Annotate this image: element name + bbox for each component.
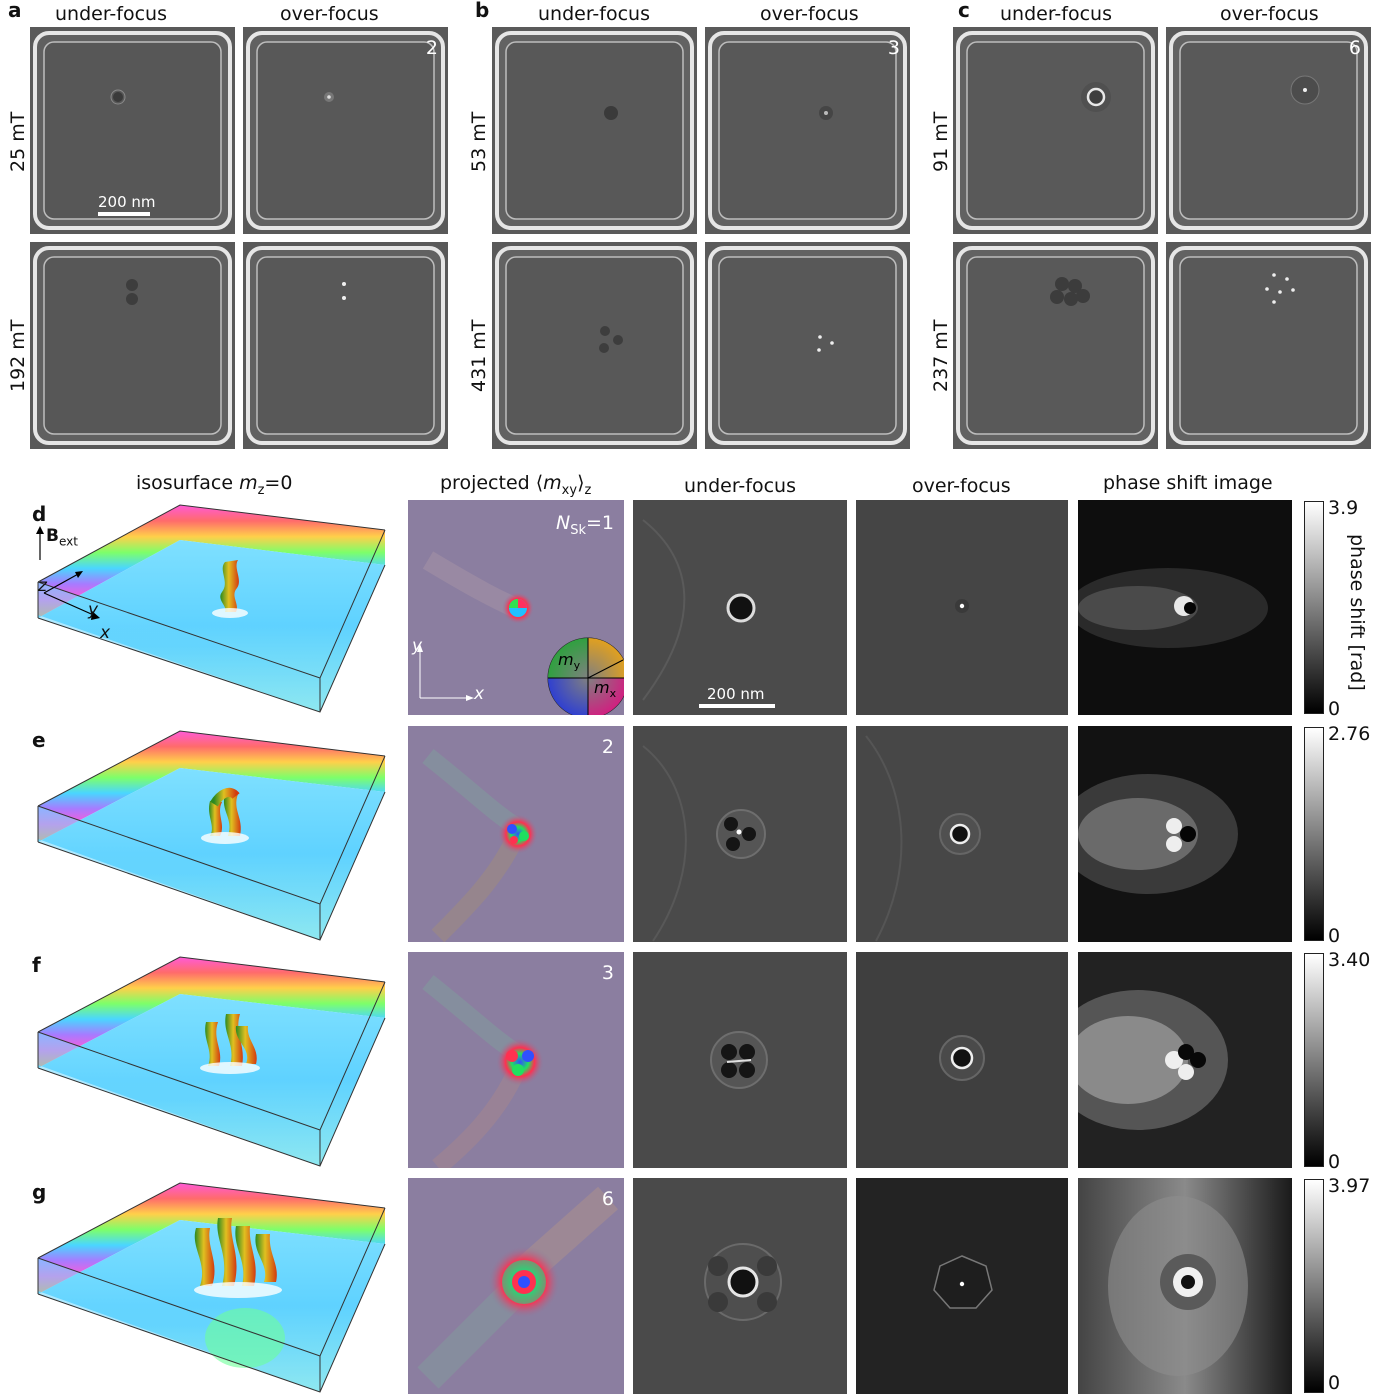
sim-over-focus-d bbox=[856, 500, 1068, 715]
sim-under-focus-e bbox=[633, 726, 847, 942]
panel-letter-e: e bbox=[32, 728, 46, 752]
proj-axis-x: x bbox=[474, 684, 485, 704]
skyrmion-number-f: 3 bbox=[601, 962, 614, 984]
axis-label-bext: Bext bbox=[46, 526, 78, 549]
isosurface-render-d: Bext z y x bbox=[30, 500, 390, 715]
col-header-projected: projected ⟨mxy⟩z bbox=[440, 472, 592, 498]
header-over-c: over-focus bbox=[1220, 3, 1319, 25]
tem-image-c-over-1: 6 bbox=[1166, 27, 1371, 234]
panel-letter-c: c bbox=[958, 0, 970, 22]
field-label-b2: 431 mT bbox=[468, 319, 490, 392]
sim-over-focus-e bbox=[856, 726, 1068, 942]
colorbar-f bbox=[1304, 953, 1324, 1167]
tem-image-b-over-1: 3 bbox=[705, 27, 910, 234]
col-header-isosurface: isosurface mz=0 bbox=[136, 472, 293, 498]
field-label-c1: 91 mT bbox=[930, 111, 952, 172]
header-under-c: under-focus bbox=[1000, 3, 1112, 25]
projected-mxy-g: 6 bbox=[408, 1178, 624, 1394]
colorbar-max-e: 2.76 bbox=[1328, 723, 1371, 745]
colorbar-min-e: 0 bbox=[1328, 925, 1341, 947]
tem-image-a-under-1: 200 nm bbox=[30, 27, 235, 234]
tem-image-a-over-2 bbox=[243, 242, 448, 449]
tem-image-b-under-1 bbox=[492, 27, 697, 234]
tem-image-c-under-1 bbox=[953, 27, 1158, 234]
sim-over-focus-g bbox=[856, 1178, 1068, 1394]
projected-mxy-e: 2 bbox=[408, 726, 624, 942]
tem-image-a-under-2 bbox=[30, 242, 235, 449]
skyrmion-number-g: 6 bbox=[601, 1188, 614, 1210]
field-label-c2: 237 mT bbox=[930, 319, 952, 392]
header-over-a: over-focus bbox=[280, 3, 379, 25]
colorbar-max-d: 3.9 bbox=[1328, 497, 1359, 519]
tem-image-c-over-2 bbox=[1166, 242, 1371, 449]
colorbar-d bbox=[1304, 501, 1324, 714]
field-label-a2: 192 mT bbox=[7, 319, 29, 392]
phase-shift-f bbox=[1078, 952, 1292, 1168]
header-over-b: over-focus bbox=[760, 3, 859, 25]
axis-label-y: y bbox=[88, 600, 99, 620]
col-header-over-focus: over-focus bbox=[912, 475, 1011, 497]
panel-letter-b: b bbox=[475, 0, 490, 22]
colorbar-g bbox=[1304, 1179, 1324, 1393]
colorbar-min-d: 0 bbox=[1328, 698, 1341, 720]
scale-bar bbox=[98, 212, 150, 216]
col-header-under-focus: under-focus bbox=[684, 475, 796, 497]
skyrmion-number-e: 2 bbox=[601, 736, 614, 758]
skyrmion-number: 6 bbox=[1348, 37, 1361, 59]
isosurface-render-g bbox=[30, 1178, 390, 1396]
isosurface-render-e bbox=[30, 726, 390, 944]
sim-scale-label: 200 nm bbox=[707, 685, 765, 703]
colorbar-min-f: 0 bbox=[1328, 1151, 1341, 1173]
sim-under-focus-d: 200 nm bbox=[633, 500, 847, 715]
phase-shift-e bbox=[1078, 726, 1292, 942]
panel-letter-f: f bbox=[32, 953, 41, 977]
wheel-label-my: my bbox=[558, 650, 581, 673]
projected-mxy-d: NSk=1 y x my mx bbox=[408, 500, 624, 715]
tem-image-a-over-1: 2 bbox=[243, 27, 448, 234]
skyrmion-number: 3 bbox=[887, 37, 900, 59]
skyrmion-number: 2 bbox=[425, 37, 438, 59]
skyrmion-number-d: NSk=1 bbox=[555, 512, 614, 538]
scale-label: 200 nm bbox=[98, 193, 156, 211]
wheel-label-mx: mx bbox=[594, 678, 617, 701]
sim-under-focus-f bbox=[633, 952, 847, 1168]
colorbar-min-g: 0 bbox=[1328, 1372, 1341, 1394]
tem-image-b-under-2 bbox=[492, 242, 697, 449]
colorbar-max-g: 3.97 bbox=[1328, 1175, 1371, 1197]
panel-letter-a: a bbox=[8, 0, 22, 22]
sim-over-focus-f bbox=[856, 952, 1068, 1168]
colorbar-e bbox=[1304, 727, 1324, 941]
colorbar-max-f: 3.40 bbox=[1328, 949, 1371, 971]
tem-image-c-under-2 bbox=[953, 242, 1158, 449]
tem-image-b-over-2 bbox=[705, 242, 910, 449]
axis-label-z: z bbox=[38, 576, 47, 596]
col-header-phase-shift: phase shift image bbox=[1103, 472, 1273, 494]
header-under-a: under-focus bbox=[55, 3, 167, 25]
phase-shift-d bbox=[1078, 500, 1292, 715]
sim-under-focus-g bbox=[633, 1178, 847, 1394]
scale-bar bbox=[699, 704, 775, 708]
projected-mxy-f: 3 bbox=[408, 952, 624, 1168]
proj-axis-y: y bbox=[412, 636, 423, 656]
field-label-b1: 53 mT bbox=[468, 111, 490, 172]
colorbar-axis-label: phase shift [rad] bbox=[1346, 534, 1368, 691]
axis-label-x: x bbox=[100, 623, 111, 643]
panel-letter-d: d bbox=[32, 502, 47, 526]
field-label-a1: 25 mT bbox=[7, 111, 29, 172]
isosurface-render-f bbox=[30, 952, 390, 1170]
header-under-b: under-focus bbox=[538, 3, 650, 25]
panel-letter-g: g bbox=[32, 1180, 47, 1204]
phase-shift-g bbox=[1078, 1178, 1292, 1394]
